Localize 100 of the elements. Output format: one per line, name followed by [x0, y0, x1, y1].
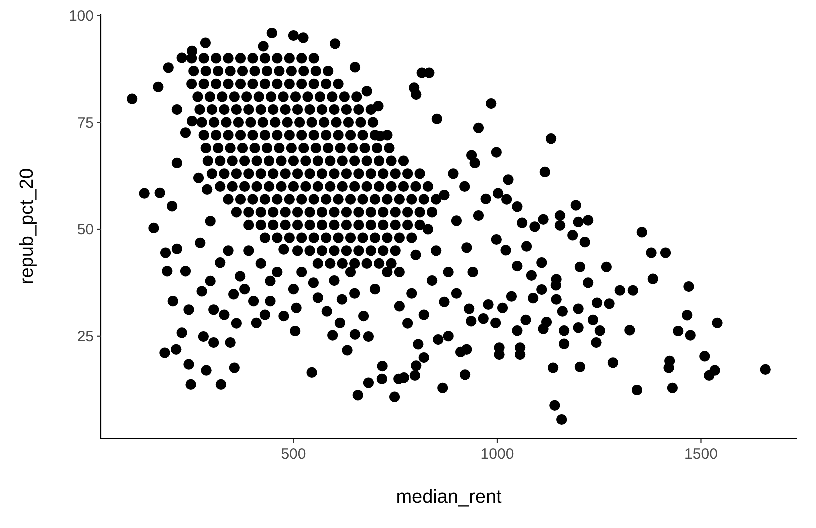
- point: [491, 147, 502, 158]
- point: [280, 207, 291, 218]
- point: [306, 117, 318, 128]
- point: [402, 207, 414, 218]
- point: [350, 288, 360, 299]
- point: [322, 306, 332, 317]
- point: [352, 92, 362, 102]
- point: [160, 248, 172, 258]
- point: [268, 104, 279, 116]
- point: [304, 207, 316, 218]
- point: [278, 310, 290, 322]
- point: [208, 338, 220, 348]
- point: [272, 194, 283, 205]
- point: [284, 53, 295, 64]
- point: [240, 181, 250, 192]
- point: [390, 207, 401, 218]
- point: [517, 218, 528, 228]
- point: [394, 232, 405, 244]
- point: [682, 310, 693, 321]
- point: [439, 296, 450, 308]
- point: [382, 266, 393, 278]
- point: [685, 330, 696, 341]
- point: [213, 66, 224, 77]
- point: [431, 194, 442, 205]
- point: [335, 142, 346, 154]
- point: [512, 260, 523, 272]
- point: [591, 338, 602, 348]
- point: [213, 142, 224, 154]
- point: [323, 142, 334, 154]
- point: [272, 53, 283, 64]
- point: [426, 207, 438, 218]
- point: [250, 142, 260, 154]
- point: [205, 216, 216, 227]
- point: [422, 224, 434, 235]
- point: [242, 92, 252, 102]
- point: [374, 181, 385, 192]
- point: [244, 246, 254, 256]
- point: [358, 130, 368, 141]
- point: [574, 262, 586, 272]
- point: [274, 142, 285, 154]
- point: [325, 156, 336, 166]
- point: [588, 314, 599, 326]
- point: [418, 352, 430, 364]
- point: [336, 294, 348, 305]
- point: [406, 232, 418, 244]
- point: [341, 246, 352, 256]
- y-tick-label: 50: [77, 222, 94, 239]
- point: [153, 82, 164, 92]
- point: [426, 276, 438, 286]
- point: [238, 66, 248, 77]
- point: [298, 32, 309, 44]
- point: [556, 414, 568, 426]
- point: [352, 390, 364, 401]
- point: [188, 66, 200, 77]
- point: [284, 130, 295, 141]
- point: [431, 246, 442, 256]
- point: [254, 92, 264, 102]
- point: [176, 328, 188, 338]
- point: [341, 168, 352, 180]
- point: [319, 117, 330, 128]
- point: [366, 220, 376, 231]
- point: [557, 306, 568, 317]
- point: [272, 78, 283, 90]
- point: [292, 220, 304, 231]
- point: [580, 237, 590, 248]
- point: [225, 66, 236, 77]
- point: [219, 168, 230, 180]
- point: [258, 41, 269, 52]
- point: [439, 190, 450, 201]
- point: [231, 104, 242, 116]
- point: [491, 234, 502, 246]
- point: [329, 168, 340, 180]
- point: [538, 214, 549, 225]
- point: [208, 304, 220, 316]
- point: [316, 104, 328, 116]
- point: [411, 360, 422, 372]
- point: [573, 216, 584, 228]
- point: [368, 117, 379, 128]
- point: [270, 117, 281, 128]
- point: [310, 142, 322, 154]
- point: [250, 66, 260, 77]
- point: [358, 232, 368, 244]
- point: [712, 318, 723, 328]
- point: [274, 66, 285, 77]
- point: [235, 78, 246, 90]
- point: [205, 276, 216, 287]
- point: [345, 130, 356, 141]
- point: [398, 156, 410, 166]
- point: [198, 53, 210, 64]
- point: [194, 172, 204, 184]
- point: [363, 378, 374, 388]
- point: [506, 291, 518, 302]
- point: [229, 362, 240, 374]
- point: [358, 194, 368, 205]
- point: [341, 220, 352, 231]
- point: [192, 92, 204, 102]
- point: [256, 207, 266, 218]
- point: [410, 181, 422, 192]
- point: [252, 181, 262, 192]
- point: [235, 53, 246, 64]
